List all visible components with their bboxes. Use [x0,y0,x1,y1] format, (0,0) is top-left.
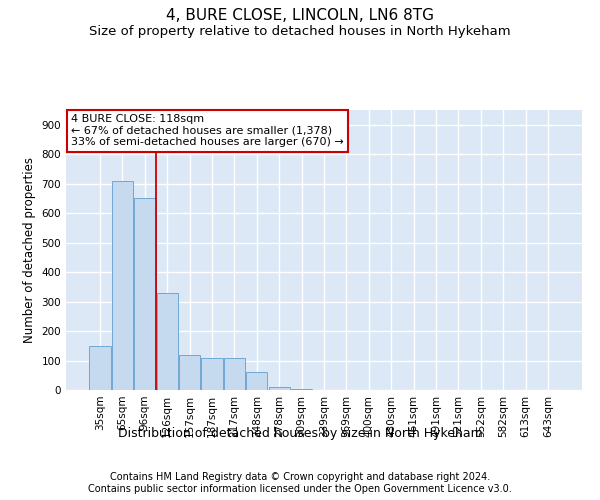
Bar [134,198,155,390]
Bar [202,358,223,390]
Bar [246,372,268,390]
Bar [89,346,111,390]
Bar [179,354,200,390]
Bar [157,292,178,390]
Bar [112,180,133,390]
Bar [291,388,312,390]
Text: 4, BURE CLOSE, LINCOLN, LN6 8TG: 4, BURE CLOSE, LINCOLN, LN6 8TG [166,8,434,22]
Y-axis label: Number of detached properties: Number of detached properties [23,157,36,343]
Text: Contains HM Land Registry data © Crown copyright and database right 2024.
Contai: Contains HM Land Registry data © Crown c… [88,472,512,494]
Text: Distribution of detached houses by size in North Hykeham: Distribution of detached houses by size … [118,428,482,440]
Text: Size of property relative to detached houses in North Hykeham: Size of property relative to detached ho… [89,25,511,38]
Bar [224,358,245,390]
Bar [269,387,290,390]
Text: 4 BURE CLOSE: 118sqm
← 67% of detached houses are smaller (1,378)
33% of semi-de: 4 BURE CLOSE: 118sqm ← 67% of detached h… [71,114,344,148]
